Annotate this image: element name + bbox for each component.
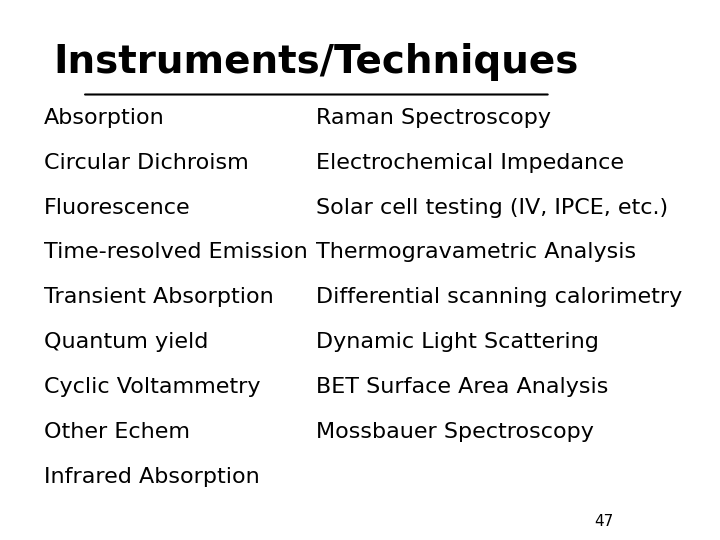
Text: Circular Dichroism: Circular Dichroism: [45, 153, 249, 173]
Text: Electrochemical Impedance: Electrochemical Impedance: [316, 153, 624, 173]
Text: Thermogravametric Analysis: Thermogravametric Analysis: [316, 242, 636, 262]
Text: Solar cell testing (IV, IPCE, etc.): Solar cell testing (IV, IPCE, etc.): [316, 198, 668, 218]
Text: Quantum yield: Quantum yield: [45, 332, 209, 352]
Text: Absorption: Absorption: [45, 108, 165, 128]
Text: Transient Absorption: Transient Absorption: [45, 287, 274, 307]
Text: Raman Spectroscopy: Raman Spectroscopy: [316, 108, 552, 128]
Text: Dynamic Light Scattering: Dynamic Light Scattering: [316, 332, 599, 352]
Text: Fluorescence: Fluorescence: [45, 198, 191, 218]
Text: Other Echem: Other Echem: [45, 422, 190, 442]
Text: 47: 47: [595, 514, 613, 529]
Text: Time-resolved Emission: Time-resolved Emission: [45, 242, 308, 262]
Text: Infrared Absorption: Infrared Absorption: [45, 467, 260, 487]
Text: BET Surface Area Analysis: BET Surface Area Analysis: [316, 377, 608, 397]
Text: Differential scanning calorimetry: Differential scanning calorimetry: [316, 287, 683, 307]
Text: Instruments/Techniques: Instruments/Techniques: [54, 43, 579, 81]
Text: Cyclic Voltammetry: Cyclic Voltammetry: [45, 377, 261, 397]
Text: Mossbauer Spectroscopy: Mossbauer Spectroscopy: [316, 422, 594, 442]
